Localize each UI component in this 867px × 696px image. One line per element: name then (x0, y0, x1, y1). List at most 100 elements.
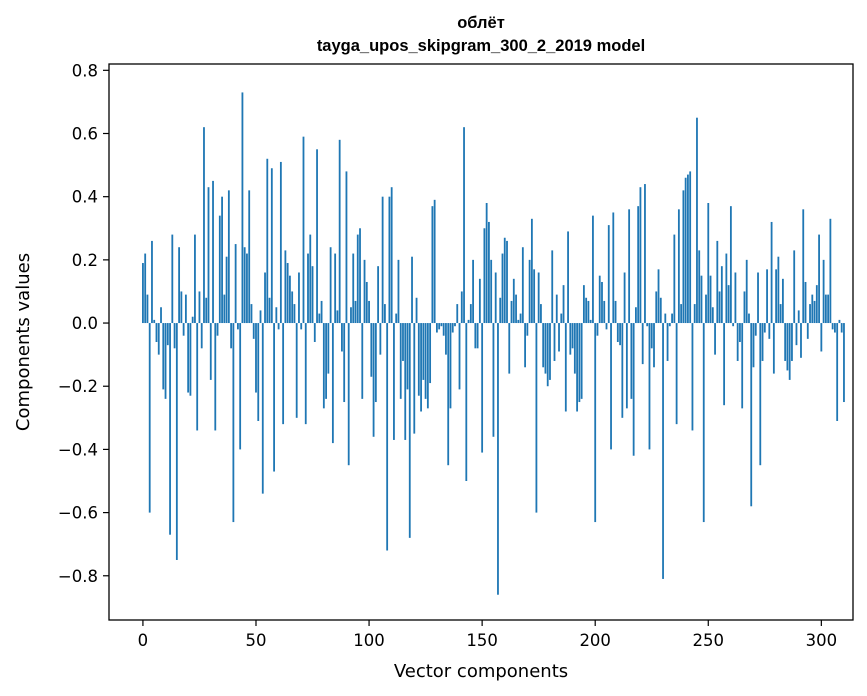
bar-33 (216, 323, 219, 336)
bar-series (142, 92, 845, 595)
bar-214 (625, 323, 628, 409)
bar-8 (160, 307, 162, 324)
bar-268 (748, 313, 750, 324)
bar-172 (530, 218, 533, 324)
bar-20 (187, 323, 190, 393)
bar-191 (573, 323, 576, 374)
bar-249 (705, 294, 707, 324)
bar-104 (377, 266, 380, 324)
bar-186 (562, 285, 565, 324)
bar-69 (298, 272, 300, 324)
bar-173 (533, 269, 536, 324)
bar-262 (734, 272, 737, 324)
bar-158 (499, 297, 502, 324)
bar-17 (180, 291, 183, 324)
bar-299 (818, 234, 820, 324)
bar-35 (221, 196, 223, 324)
bar-1 (144, 253, 147, 324)
bar-86 (336, 310, 339, 324)
bar-19 (184, 294, 187, 324)
bar-101 (370, 323, 373, 377)
bar-124 (422, 323, 425, 380)
bar-178 (544, 323, 547, 374)
bar-286 (788, 323, 791, 380)
bar-127 (429, 323, 432, 384)
bar-195 (582, 285, 585, 324)
bar-252 (711, 307, 714, 324)
bar-108 (386, 323, 389, 551)
bar-38 (227, 190, 230, 324)
bar-250 (707, 203, 710, 324)
bar-151 (483, 228, 486, 324)
bar-77 (316, 149, 318, 324)
y-tick-label: 0.2 (72, 251, 98, 270)
bar-291 (800, 323, 802, 358)
bar-201 (596, 323, 599, 336)
bar-161 (506, 240, 508, 324)
bar-136 (449, 323, 452, 409)
bar-153 (488, 221, 490, 324)
bar-71 (302, 136, 305, 324)
bar-16 (178, 247, 181, 324)
bar-267 (745, 259, 748, 324)
bar-221 (641, 323, 644, 365)
x-tick-label: 150 (466, 631, 498, 650)
bar-157 (497, 323, 499, 595)
bar-70 (300, 323, 303, 330)
bar-208 (612, 212, 615, 324)
bar-30 (209, 323, 212, 380)
bar-240 (684, 177, 687, 324)
bar-48 (250, 304, 253, 324)
bar-24 (196, 323, 199, 431)
bar-220 (639, 187, 642, 324)
bar-305 (831, 323, 834, 330)
bar-297 (813, 300, 816, 324)
bar-216 (630, 323, 633, 399)
bar-115 (402, 323, 404, 361)
bar-95 (356, 234, 359, 324)
bar-244 (693, 304, 696, 324)
bar-264 (739, 323, 741, 342)
y-axis-ticks: 0.8 0.6 0.4 0.2 0.0 −0.2 −0.4 −0.6 −0.8 (58, 61, 109, 586)
bar-219 (637, 206, 640, 324)
bar-258 (725, 253, 728, 324)
bar-238 (680, 304, 683, 324)
bar-154 (490, 259, 493, 324)
bar-282 (779, 304, 782, 324)
bar-5 (153, 319, 156, 324)
x-tick-label: 250 (693, 631, 725, 650)
bar-179 (546, 323, 549, 387)
bar-202 (598, 275, 601, 324)
bar-65 (289, 275, 291, 324)
bar-165 (515, 294, 517, 324)
bar-23 (194, 234, 196, 324)
bar-304 (829, 218, 832, 324)
bar-212 (621, 323, 624, 418)
bar-106 (381, 196, 384, 324)
bar-209 (614, 300, 617, 324)
bar-237 (677, 209, 680, 324)
bar-78 (318, 313, 321, 324)
bar-226 (653, 323, 655, 368)
bar-303 (827, 294, 830, 324)
bar-7 (157, 323, 160, 355)
bar-90 (345, 171, 348, 324)
bar-144 (467, 319, 470, 324)
bar-107 (383, 304, 386, 324)
bar-261 (732, 323, 735, 327)
bar-213 (623, 272, 626, 324)
bar-49 (252, 323, 255, 339)
y-tick-label: 0.4 (72, 188, 98, 207)
bar-84 (331, 323, 334, 444)
x-tick-label: 200 (579, 631, 611, 650)
bar-306 (834, 323, 836, 333)
bar-96 (359, 228, 361, 324)
bar-141 (460, 291, 463, 324)
bar-21 (189, 323, 192, 396)
bar-125 (424, 323, 427, 399)
bar-259 (727, 285, 730, 324)
bar-155 (492, 323, 495, 437)
bar-159 (501, 253, 504, 324)
bar-41 (234, 244, 237, 324)
